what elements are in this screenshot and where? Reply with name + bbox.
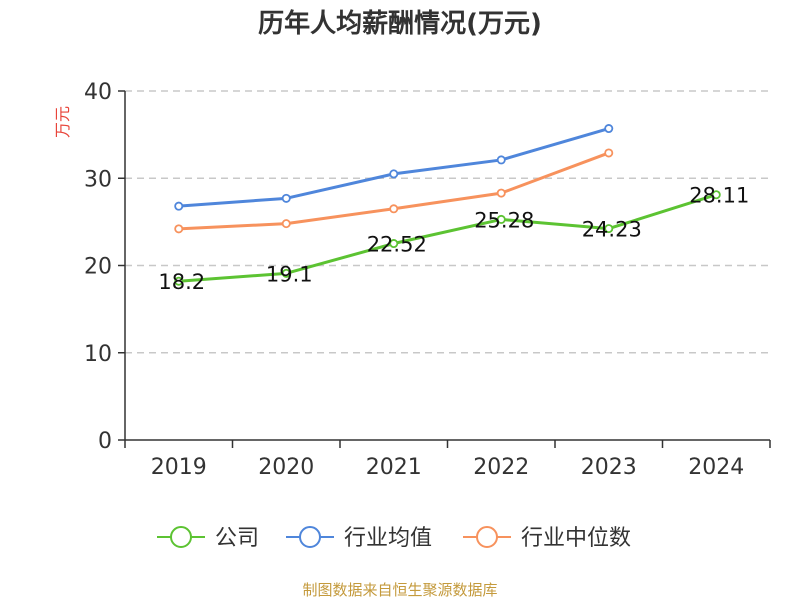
data-point: [281, 193, 291, 203]
data-label: 24.23: [582, 218, 642, 242]
x-tick-label: 2019: [151, 455, 207, 480]
data-point: [281, 219, 291, 229]
legend-label: 行业中位数: [521, 526, 631, 551]
legend-circle-icon: [170, 526, 192, 548]
y-tick-label: 0: [98, 429, 112, 454]
x-tick-label: 2023: [581, 455, 637, 480]
data-point: [604, 224, 614, 234]
data-point: [174, 201, 184, 211]
y-tick-label: 20: [84, 255, 112, 280]
chart-title: 历年人均薪酬情况(万元): [258, 8, 542, 39]
series-lines: [174, 124, 721, 286]
gridlines: [125, 90, 770, 354]
legend-item-industry_median: 行业中位数: [463, 526, 631, 551]
x-tick-label: 2021: [366, 455, 422, 480]
legend-label: 行业均值: [344, 526, 432, 551]
data-label: 19.1: [266, 262, 313, 286]
data-point: [604, 148, 614, 158]
y-tick-label: 10: [84, 342, 112, 367]
x-tick-label: 2020: [258, 455, 314, 480]
data-label: 22.52: [367, 233, 427, 257]
y-tick-label: 40: [84, 80, 112, 105]
series-line: [178, 127, 610, 208]
source-note: 制图数据来自恒生聚源数据库: [302, 581, 497, 599]
data-point: [711, 190, 721, 200]
series-industry_avg: [174, 124, 614, 211]
data-label: 18.2: [158, 270, 205, 294]
data-point: [174, 224, 184, 234]
data-point: [496, 188, 506, 198]
data-label: 28.11: [689, 184, 749, 208]
y-axis-label: 万元: [53, 106, 72, 138]
data-labels: 18.2 19.1 22.52 25.28 24.23 28.11: [158, 184, 749, 294]
series-line: [178, 193, 717, 283]
legend-label: 公司: [215, 526, 259, 551]
legend-item-industry_avg: 行业均值: [286, 526, 432, 551]
data-point: [281, 268, 291, 278]
data-point: [389, 204, 399, 214]
x-tick-label: 2024: [688, 455, 744, 480]
series-industry_median: [174, 148, 614, 234]
data-point: [604, 124, 614, 134]
legend: 公司 行业均值 行业中位数: [157, 526, 631, 551]
legend-circle-icon: [299, 526, 321, 548]
legend-item-company: 公司: [157, 526, 259, 551]
data-point: [496, 214, 506, 224]
series-company: [174, 190, 721, 286]
x-tick-label: 2022: [473, 455, 529, 480]
data-point: [174, 276, 184, 286]
data-point: [389, 169, 399, 179]
data-point: [496, 155, 506, 165]
data-label: 25.28: [474, 208, 534, 232]
series-line: [178, 151, 610, 231]
data-point: [389, 239, 399, 249]
y-tick-label: 30: [84, 167, 112, 192]
legend-circle-icon: [476, 526, 498, 548]
axes: 0 10 20 30 40 2019 2020 2021 2022 2023 2024: [84, 80, 771, 480]
